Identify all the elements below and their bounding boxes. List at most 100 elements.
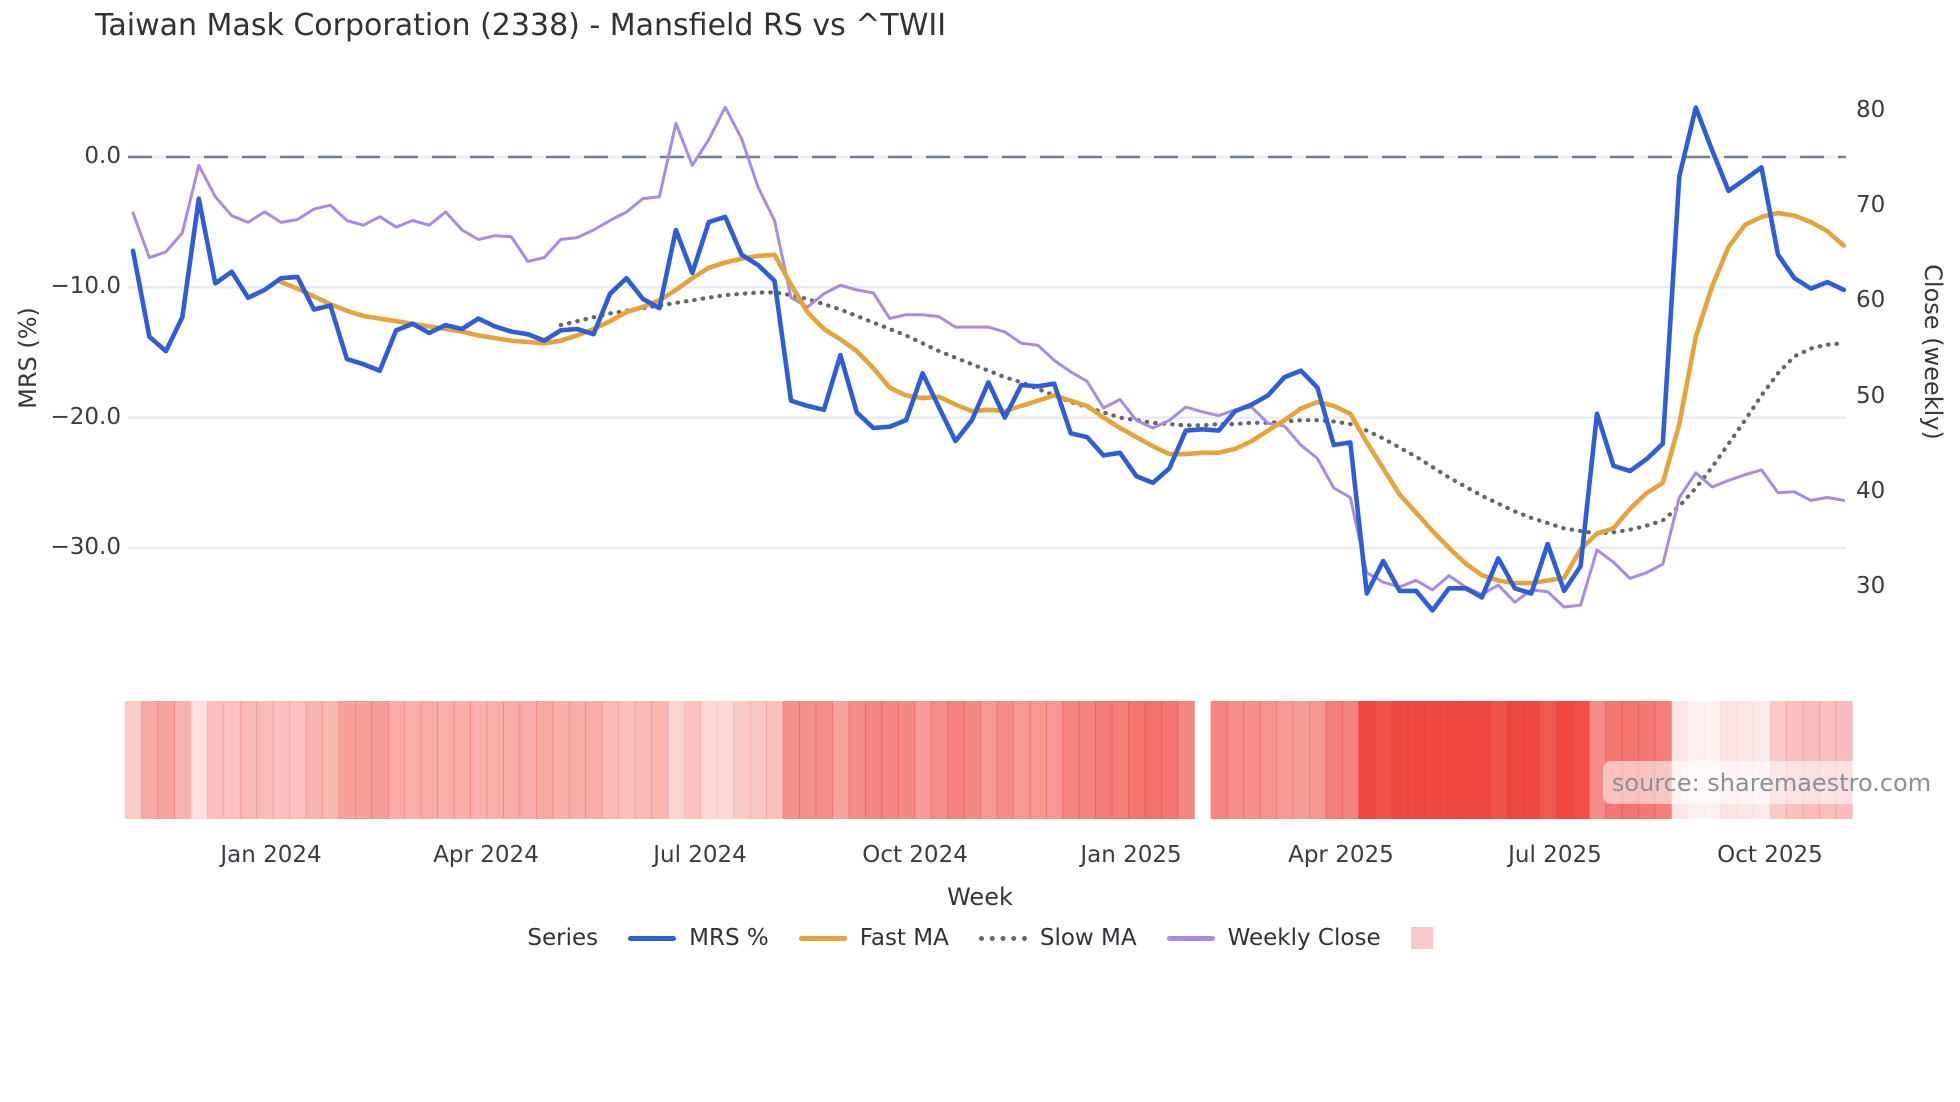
series-slow-ma [558,290,1846,536]
heat-week-cell [519,701,537,819]
heat-week-cell [1457,701,1475,819]
legend-item-fast-ma: Fast MA [798,925,949,951]
heat-week-cell [223,701,241,819]
heat-week-cell [124,701,142,819]
source-watermark: source: sharemaestro.com [1603,761,1940,804]
heat-week-cell [338,701,356,819]
heat-week-cell [1078,701,1096,819]
heat-week-cell [634,701,652,819]
heat-week-cell [733,701,751,819]
legend-label: Fast MA [859,925,949,951]
right-axis-title: Close (weekly) [1919,264,1947,440]
series-weekly-close [131,105,1846,609]
source-text: source: sharemaestro.com [1611,768,1932,797]
heat-week-cell [1473,701,1491,819]
heat-week-cell [1226,701,1244,819]
heat-week-cell [437,701,455,819]
legend-label: Slow MA [1039,925,1137,951]
heat-week-cell [799,701,817,819]
heat-week-cell [1095,701,1113,819]
heat-week-cell [700,701,718,819]
heat-week-cell [848,701,866,819]
right-tick-label: 30 [1856,573,1886,599]
legend-title: Series [527,925,599,951]
heat-week-cell [667,701,685,819]
heat-week-cell [1342,701,1360,819]
heat-week-cell [1588,701,1606,819]
heat-week-cell [996,701,1014,819]
heat-week-cell [815,701,833,819]
heat-week-cell [190,701,208,819]
x-tick-label: Apr 2025 [1288,842,1394,868]
heat-week-cell [1391,701,1409,819]
heat-week-cell [947,701,965,819]
heat-week-cell [749,701,767,819]
heat-week-cell [1062,701,1080,819]
heat-week-cell [1407,701,1425,819]
x-tick-label: Oct 2024 [862,842,968,868]
heat-week-cell [1292,701,1310,819]
heat-week-cell [1375,701,1393,819]
legend-swatch [1166,935,1215,941]
x-tick-label: Jul 2024 [653,842,747,868]
heat-week-cell [1128,701,1146,819]
heat-week-cell [207,701,225,819]
legend-swatch [978,935,1027,941]
heat-week-cell [355,701,373,819]
heat-week-cell [322,701,340,819]
heat-week-cell [1029,701,1047,819]
legend-swatch [798,935,847,941]
heat-week-cell [766,701,784,819]
right-tick-label: 40 [1856,477,1886,504]
heat-week-cell [782,701,800,819]
heat-week-cell [1490,701,1508,819]
heat-week-cell [881,701,899,819]
heat-week-cell [1424,701,1442,819]
left-tick-label: −10.0 [50,273,121,300]
heat-week-cell [1325,701,1343,819]
heat-week-cell [651,701,669,819]
left-tick-label: −30.0 [50,533,121,560]
heat-week-cell [1259,701,1277,819]
heat-week-cell [470,701,488,819]
heat-week-cell [601,701,619,819]
x-tick-label: Jul 2025 [1508,842,1602,868]
heat-week-cell [1440,701,1458,819]
right-tick-label: 60 [1856,287,1886,314]
heat-week-cell [1572,701,1590,819]
heat-week-cell [256,701,274,819]
heat-week-cell [1013,701,1031,819]
x-tick-label: Jan 2024 [220,842,322,868]
legend-swatch [628,935,677,941]
heat-week-cell [897,701,915,819]
heat-week-cell [552,701,570,819]
x-tick-label: Jan 2025 [1080,842,1182,868]
legend-item-heat-patch [1410,927,1433,949]
heat-week-cell [388,701,406,819]
heat-week-cell [717,701,735,819]
left-tick-label: 0.0 [84,143,121,169]
heat-week-cell [1276,701,1294,819]
heat-week-cell [930,701,948,819]
heat-week-cell [272,701,290,819]
legend-swatch [1410,927,1433,949]
legend-item-slow-ma: Slow MA [978,925,1137,951]
legend-label: MRS % [689,925,769,951]
heat-week-cell [289,701,307,819]
heat-week-cell [420,701,438,819]
heat-week-cell [1046,701,1064,819]
legend-item-weekly-close: Weekly Close [1166,925,1381,951]
series-mrs- [130,105,1847,613]
heat-week-cell [980,701,998,819]
heat-week-cell [1144,701,1162,819]
heat-week-cell [585,701,603,819]
legend-item-mrs-: MRS % [628,925,769,951]
chart-title: Taiwan Mask Corporation (2338) - Mansfie… [95,8,947,43]
legend: Series MRS % Fast MA Slow MA Weekly Close [0,925,1960,951]
heat-week-cell [865,701,883,819]
heat-week-cell [239,701,257,819]
heat-week-cell [1111,701,1129,819]
heat-week-cell [684,701,702,819]
heat-week-cell [404,701,422,819]
